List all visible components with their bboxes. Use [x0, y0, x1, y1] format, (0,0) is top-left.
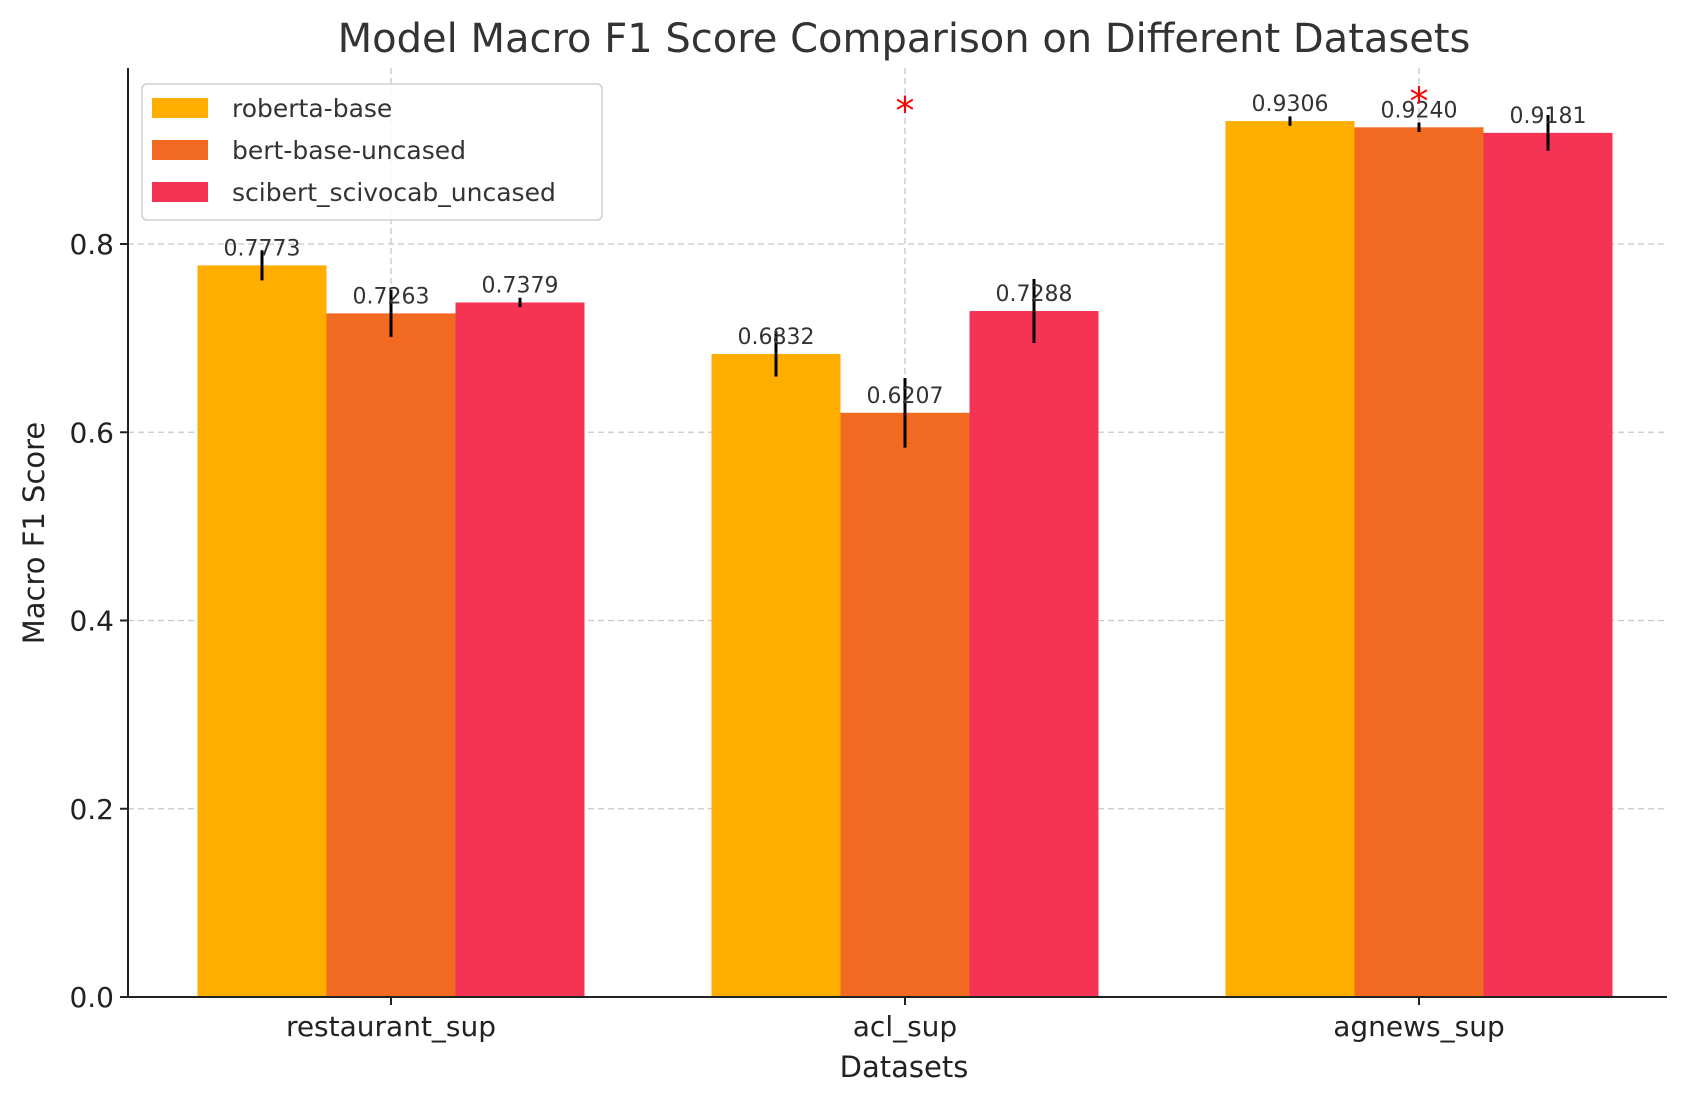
annotations-layer: * * [896, 80, 1429, 133]
data-label: 0.7379 [482, 273, 559, 298]
x-tick-label: agnews_sup [1333, 1010, 1505, 1043]
bar [840, 412, 970, 997]
x-tick-label: acl_sup [853, 1010, 957, 1043]
ticks-layer: 0.0 0.2 0.4 0.6 0.8 restaurant_sup acl_sup agne… [69, 228, 1504, 1043]
data-labels-layer: 0.7773 0.6832 0.9306 0.7263 0.6207 0.9240 0.73… [224, 92, 1587, 409]
legend-swatch [152, 182, 208, 202]
data-label: 0.9306 [1252, 92, 1329, 117]
bar [1354, 127, 1484, 998]
y-tick-label: 0.6 [69, 416, 114, 449]
error-bars-layer [260, 114, 1550, 448]
bar [969, 311, 1099, 997]
data-label: 0.6207 [867, 384, 944, 409]
x-tick-label: restaurant_sup [286, 1010, 496, 1043]
y-tick-label: 0.4 [69, 605, 114, 638]
bar [455, 302, 585, 997]
data-label: 0.9240 [1381, 98, 1458, 123]
bar [197, 265, 327, 997]
legend-label: bert-base-uncased [232, 136, 466, 165]
data-label: 0.7288 [996, 282, 1073, 307]
legend-label: scibert_scivocab_uncased [232, 178, 556, 207]
legend-frame [141, 83, 603, 221]
bar [1483, 132, 1613, 997]
significance-marker: * [1410, 80, 1429, 124]
data-label: 0.6832 [738, 325, 815, 350]
legend-swatch [152, 98, 208, 118]
bars-layer [197, 121, 1613, 998]
data-label: 0.9181 [1510, 104, 1587, 129]
y-tick-label: 0.2 [69, 793, 114, 826]
x-axis-label: Datasets [840, 1050, 969, 1084]
legend-swatch [152, 140, 208, 160]
bar [326, 313, 456, 997]
y-tick-label: 0.8 [69, 228, 114, 261]
y-tick-label: 0.0 [69, 981, 114, 1014]
chart-title: Model Macro F1 Score Comparison on Diffe… [338, 16, 1471, 62]
legend-label: roberta-base [232, 94, 392, 123]
legend: roberta-base bert-base-uncased scibert_sci… [141, 83, 603, 221]
data-label: 0.7773 [224, 236, 301, 261]
axes-layer [127, 68, 1667, 998]
y-axis-label: Macro F1 Score [17, 422, 51, 645]
bar [1225, 121, 1355, 998]
data-label: 0.7263 [353, 284, 430, 309]
significance-marker: * [896, 89, 915, 133]
bar [711, 353, 841, 997]
